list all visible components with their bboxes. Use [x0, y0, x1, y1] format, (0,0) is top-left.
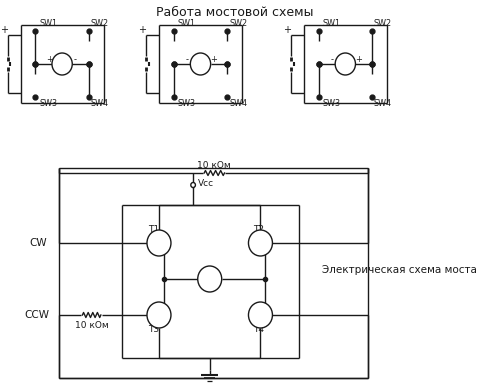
- Text: M: M: [196, 59, 205, 69]
- Text: T4: T4: [253, 325, 264, 334]
- Text: -: -: [331, 56, 334, 65]
- Text: SW2: SW2: [374, 20, 392, 29]
- Circle shape: [191, 183, 196, 188]
- Text: +: +: [355, 56, 362, 65]
- Text: T3: T3: [148, 325, 159, 334]
- Text: SW1: SW1: [178, 20, 196, 29]
- Text: +: +: [138, 25, 146, 35]
- Text: SW2: SW2: [229, 20, 247, 29]
- Text: +: +: [210, 56, 217, 65]
- Text: -: -: [186, 56, 189, 65]
- Text: 10 кОм: 10 кОм: [198, 161, 231, 170]
- Circle shape: [198, 266, 222, 292]
- Circle shape: [248, 302, 272, 328]
- Text: SW3: SW3: [322, 99, 340, 108]
- Circle shape: [190, 53, 210, 75]
- Circle shape: [147, 302, 171, 328]
- Text: CW: CW: [30, 238, 48, 248]
- Text: SW4: SW4: [374, 99, 392, 108]
- Circle shape: [147, 230, 171, 256]
- Text: +: +: [283, 25, 291, 35]
- Text: M: M: [341, 59, 350, 69]
- Text: +: +: [0, 25, 8, 35]
- Text: +: +: [46, 56, 52, 65]
- Text: CCW: CCW: [24, 310, 50, 320]
- Text: SW1: SW1: [39, 20, 57, 29]
- Text: SW4: SW4: [229, 99, 247, 108]
- Text: Vcc: Vcc: [198, 179, 214, 188]
- Text: -: -: [74, 56, 76, 65]
- Circle shape: [335, 53, 355, 75]
- Text: SW2: SW2: [90, 20, 109, 29]
- Text: 10 кОм: 10 кОм: [75, 321, 108, 330]
- Text: M: M: [58, 59, 66, 69]
- Text: SW3: SW3: [178, 99, 196, 108]
- Text: SW3: SW3: [39, 99, 57, 108]
- Text: Работа мостовой схемы: Работа мостовой схемы: [156, 7, 314, 20]
- Text: SW4: SW4: [90, 99, 108, 108]
- Text: SW1: SW1: [322, 20, 340, 29]
- Text: T2: T2: [253, 224, 264, 233]
- Text: Электрическая схема моста: Электрическая схема моста: [322, 265, 477, 275]
- Circle shape: [52, 53, 72, 75]
- Text: M: M: [206, 274, 214, 284]
- Circle shape: [248, 230, 272, 256]
- Text: T1: T1: [148, 224, 159, 233]
